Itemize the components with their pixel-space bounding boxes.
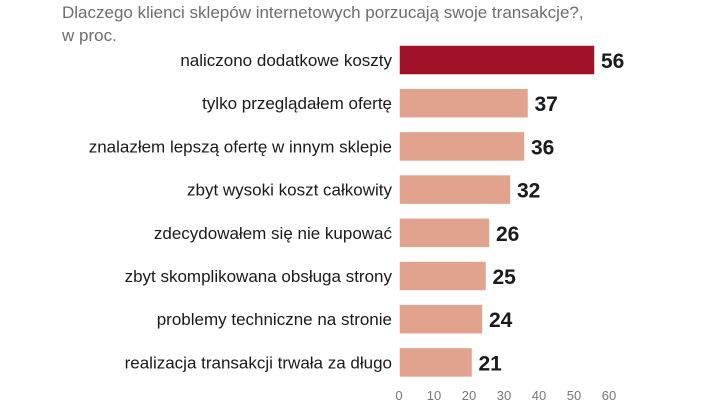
category-label: zbyt skomplikowana obsługa strony (125, 267, 393, 286)
bar-6 (398, 260, 488, 292)
category-label: zbyt wysoki koszt całkowity (187, 181, 392, 200)
x-tick-label: 40 (532, 388, 546, 403)
x-tick-label: 50 (567, 388, 581, 403)
x-tick-label: 60 (602, 388, 616, 403)
x-axis: 0 10 20 30 40 50 60 (395, 388, 616, 403)
value-label: 24 (489, 309, 513, 332)
bar-1 (398, 44, 596, 76)
chart-title: Dlaczego klienci sklepów internetowych p… (62, 3, 584, 22)
value-label: 26 (496, 223, 519, 246)
category-label: znalazłem lepszą ofertę w innym sklepie (89, 137, 392, 156)
bar-8 (398, 346, 474, 379)
value-label: 36 (531, 136, 554, 159)
bars-layer: naliczono dodatkowe koszty 56 tylko przegl… (89, 44, 624, 379)
x-tick-label: 20 (462, 388, 476, 403)
x-tick-label: 0 (395, 388, 402, 403)
value-label: 56 (601, 50, 624, 73)
x-tick-label: 30 (497, 388, 511, 403)
value-label: 21 (479, 352, 503, 375)
value-label: 25 (493, 266, 517, 289)
x-tick-label: 10 (427, 388, 441, 403)
category-label: tylko przeglądałem ofertę (202, 94, 392, 113)
bar-7 (398, 303, 484, 335)
category-label: realizacja transakcji trwała za długo (125, 353, 392, 372)
category-label: zdecydowałem się nie kupować (154, 224, 393, 243)
bar-5 (398, 217, 491, 249)
bar-3 (398, 130, 526, 163)
chart-subtitle: w proc. (61, 26, 117, 45)
value-label: 32 (517, 180, 540, 203)
category-label: naliczono dodatkowe koszty (180, 51, 392, 70)
bar-4 (398, 173, 512, 206)
bar-2 (398, 87, 530, 119)
value-label: 37 (535, 93, 558, 116)
category-label: problemy techniczne na stronie (157, 310, 392, 329)
